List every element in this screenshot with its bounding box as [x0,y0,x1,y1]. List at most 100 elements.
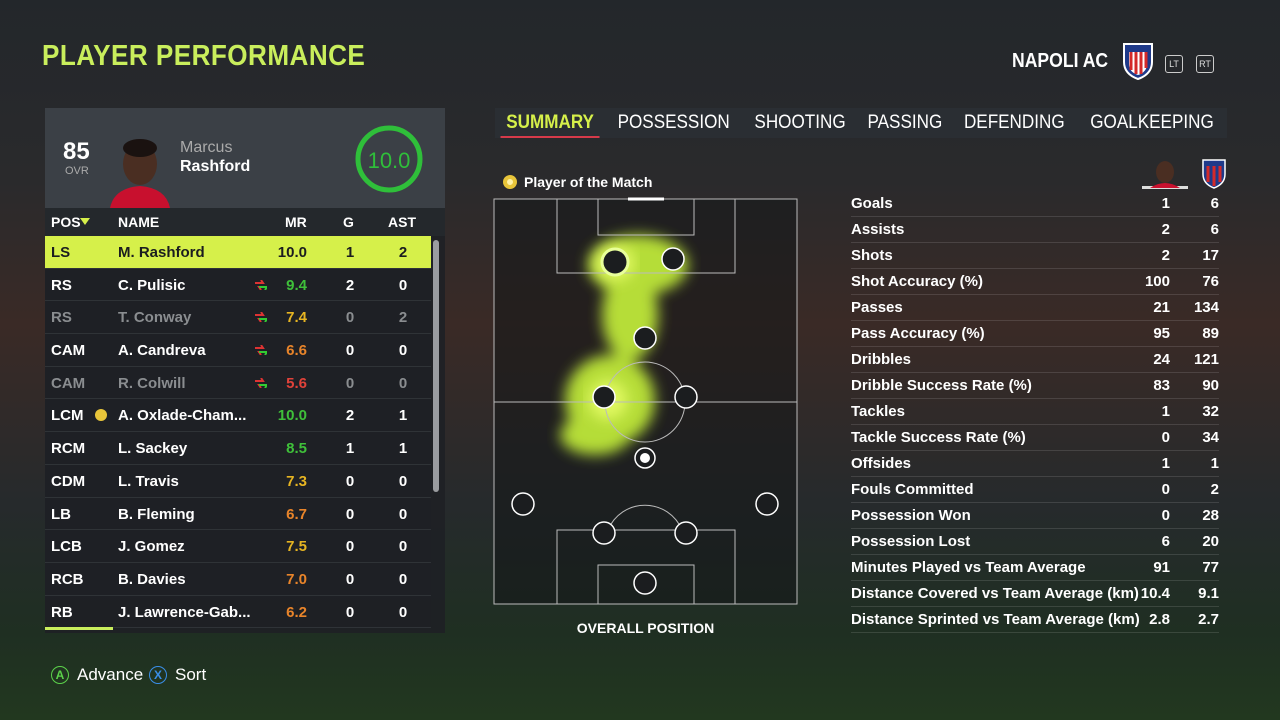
player-value: 0 [1161,429,1170,446]
stat-label: Possession Won [851,507,971,524]
position: LS [51,244,71,261]
match-rating: 6.6 [286,342,307,360]
goals: 0 [345,472,355,490]
a-button[interactable]: A [51,666,69,684]
stat-row: Tackles 1 32 [851,399,1219,425]
player-name: L. Travis [118,472,179,490]
pitch [493,197,798,605]
sort-label[interactable]: Sort [175,665,207,684]
tab[interactable]: PASSING [867,112,942,133]
stat-label: Passes [851,299,903,316]
player-row[interactable]: CDM L. Travis 7.3 0 0 [45,465,431,498]
stat-row: Distance Covered vs Team Average (km) 10.… [851,581,1219,607]
scrollbar[interactable] [433,240,439,492]
x-button[interactable]: X [149,666,167,684]
team-value: 28 [1202,507,1219,524]
column-header[interactable]: AST [388,214,416,230]
stat-row: Shot Accuracy (%) 100 76 [851,269,1219,295]
player-row[interactable]: LCM A. Oxlade-Cham... 10.0 2 1 [45,399,431,433]
player-row[interactable]: LB B. Fleming 6.7 0 0 [45,498,431,531]
stat-label: Shot Accuracy (%) [851,273,983,290]
position: LB [51,505,71,523]
player-row[interactable]: RCB B. Davies 7.0 0 0 [45,563,431,596]
goals: 2 [345,407,355,425]
assists: 0 [398,505,408,523]
player-name: A. Candreva [118,342,206,360]
stat-row: Possession Won 0 28 [851,503,1219,529]
tab[interactable]: SHOOTING [753,112,846,133]
goals: 0 [345,505,355,523]
stat-row: Pass Accuracy (%) 95 89 [851,321,1219,347]
stat-row: Dribble Success Rate (%) 83 90 [851,373,1219,399]
stat-row: Possession Lost 6 20 [851,529,1219,555]
player-value: 0 [1161,507,1170,524]
player-row[interactable]: RB J. Lawrence-Gab... 6.2 0 0 [45,596,431,629]
column-header[interactable]: MR [285,214,307,230]
sub-icon [255,279,267,290]
player-name: R. Colwill [118,374,186,392]
player-value: 6 [1161,533,1170,550]
match-rating: 6.7 [286,505,307,523]
stat-row: Offsides 1 1 [851,451,1219,477]
stat-row: Assists 2 6 [851,217,1219,243]
goals: 1 [345,244,355,261]
rt-button[interactable]: RT [1196,55,1214,73]
tab[interactable]: DEFENDING [964,112,1066,133]
player-row[interactable]: RCM L. Sackey 8.5 1 1 [45,432,431,465]
player-row[interactable]: RS T. Conway 7.4 0 2 [45,301,431,335]
player-value: 91 [1153,559,1170,576]
player-name: T. Conway [118,309,192,327]
last-name: Rashford [180,158,251,175]
stat-label: Distance Covered vs Team Average (km) [851,585,1139,602]
stat-row: Goals 1 6 [851,191,1219,217]
tab[interactable]: POSSESSION [617,112,730,133]
player-row[interactable]: RS C. Pulisic 9.4 2 0 [45,269,431,302]
column-header[interactable]: POS [51,214,81,230]
stat-label: Assists [851,221,905,238]
player-value: 2 [1161,221,1170,238]
stat-row: Distance Sprinted vs Team Average (km) 2.… [851,607,1219,633]
player-row[interactable]: CAM R. Colwill 5.6 0 0 [45,367,431,400]
position: RB [51,603,73,621]
tab[interactable]: GOALKEEPING [1090,112,1214,133]
stat-label: Minutes Played vs Team Average [851,559,1086,576]
goals: 2 [345,276,355,294]
player-value: 10.4 [1140,585,1170,602]
team-value: 34 [1202,429,1219,446]
column-header[interactable]: G [343,214,354,230]
position: RCB [51,570,84,588]
goals: 0 [345,374,355,392]
match-rating: 7.5 [286,538,307,556]
player-row[interactable]: LS M. Rashford 10.0 1 2 [45,236,431,269]
stat-label: Goals [851,195,893,212]
match-rating: 10.0 [277,407,307,425]
match-rating: 5.6 [286,374,307,392]
assists: 2 [398,309,408,327]
player-name: C. Pulisic [118,276,186,294]
position: LCM [51,407,84,425]
potm-icon [503,175,517,189]
stat-label: Distance Sprinted vs Team Average (km) [851,611,1140,628]
tab[interactable]: SUMMARY [500,108,600,138]
tab-bar: SUMMARY POSSESSION SHOOTING PASSING DEFENDIN… [495,108,1227,138]
position: LCB [51,538,82,556]
position: RCM [51,440,86,458]
player-name: M. Rashford [118,244,205,261]
player-row[interactable]: LCB J. Gomez 7.5 0 0 [45,530,431,563]
column-header[interactable]: NAME [118,214,160,230]
team-value: 17 [1202,247,1219,264]
page-title: PLAYER PERFORMANCE [42,40,366,72]
match-rating: 7.0 [286,570,307,588]
lt-button[interactable]: LT [1165,55,1183,73]
team-value: 2.7 [1198,611,1219,628]
goals: 0 [345,603,355,621]
player-row[interactable]: CAM A. Candreva 6.6 0 0 [45,334,431,367]
advance-label[interactable]: Advance [77,665,144,684]
player-value: 83 [1153,377,1170,394]
goals: 0 [345,342,355,360]
goals: 0 [345,570,355,588]
team-value: 90 [1202,377,1219,394]
stat-label: Pass Accuracy (%) [851,325,985,342]
rating-ring [355,125,423,193]
player-value: 21 [1153,299,1170,316]
